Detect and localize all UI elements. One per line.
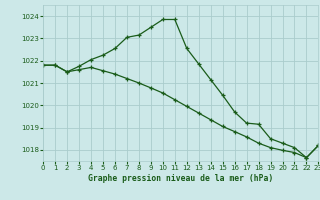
X-axis label: Graphe pression niveau de la mer (hPa): Graphe pression niveau de la mer (hPa) (88, 174, 273, 183)
